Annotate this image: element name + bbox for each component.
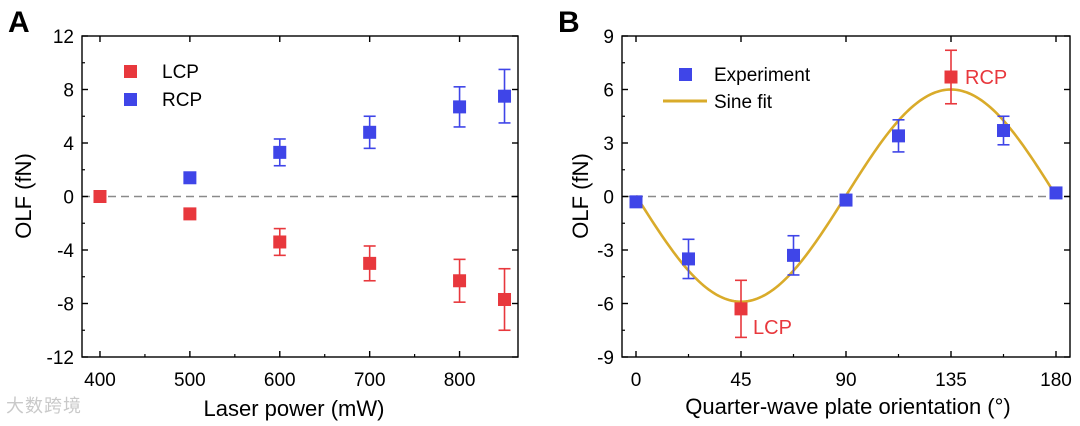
data-point <box>363 125 377 139</box>
data-point <box>498 292 512 306</box>
x-tick-label: 700 <box>354 370 386 391</box>
data-point <box>183 171 197 185</box>
y-tick-label: 0 <box>63 188 74 209</box>
y-tick-label: -12 <box>47 348 74 369</box>
data-point <box>183 207 197 221</box>
y-tick-label: -8 <box>57 295 74 316</box>
y-tick-label: 0 <box>603 188 614 209</box>
panel-a: A 400 500 600 700 800 -12 -8 -4 0 4 8 12 LCP RCP L… <box>8 6 519 421</box>
data-point <box>944 70 958 84</box>
panel-a-data-points <box>93 68 512 332</box>
panel-b-y-axis-title: OLF (fN) <box>568 153 593 239</box>
y-tick-label: 3 <box>603 134 614 155</box>
panel-b-x-ticks: 0 45 90 135 180 <box>631 36 1072 391</box>
x-tick-label: 90 <box>835 370 856 391</box>
data-point <box>453 274 467 288</box>
x-tick-label: 600 <box>264 370 296 391</box>
y-tick-label: 9 <box>603 27 614 48</box>
data-point <box>839 193 853 207</box>
panel-a-y-axis-title: OLF (fN) <box>11 153 36 239</box>
panel-a-legend: LCP RCP <box>124 62 202 111</box>
data-point <box>997 124 1010 138</box>
x-tick-label: 180 <box>1040 370 1072 391</box>
legend-label-experiment: Experiment <box>714 65 811 86</box>
y-tick-label: 4 <box>63 134 74 155</box>
data-point <box>363 256 377 270</box>
legend-swatch-experiment <box>679 68 692 81</box>
data-point <box>892 129 905 143</box>
data-point <box>273 145 287 159</box>
legend-label-rcp: RCP <box>162 90 202 111</box>
x-tick-label: 45 <box>730 370 751 391</box>
panel-b: B 0 45 90 135 180 -9 -6 -3 0 3 6 9 Experiment Sine… <box>558 6 1072 419</box>
y-tick-label: -6 <box>597 295 614 316</box>
annotation-rcp: RCP <box>965 67 1007 89</box>
panel-a-x-axis-title: Laser power (mW) <box>204 396 385 421</box>
data-point <box>453 100 467 114</box>
data-point <box>629 195 643 209</box>
y-tick-label: -9 <box>597 348 614 369</box>
panel-a-letter: A <box>8 6 30 39</box>
x-tick-label: 400 <box>84 370 116 391</box>
y-tick-label: 8 <box>63 81 74 102</box>
panel-b-legend: Experiment Sine fit <box>663 65 811 113</box>
x-tick-label: 800 <box>444 370 476 391</box>
legend-swatch-rcp <box>124 93 137 106</box>
panel-b-letter: B <box>558 6 580 39</box>
data-point <box>93 190 107 203</box>
panel-b-x-axis-title: Quarter-wave plate orientation (°) <box>685 394 1011 419</box>
panel-a-y-ticks: -12 -8 -4 0 4 8 12 <box>47 27 518 369</box>
y-tick-label: 6 <box>603 81 614 102</box>
legend-label-sine-fit: Sine fit <box>714 92 773 113</box>
legend-swatch-lcp <box>124 65 137 78</box>
x-tick-label: 500 <box>174 370 206 391</box>
y-tick-label: -3 <box>597 241 614 262</box>
data-point <box>498 89 512 103</box>
x-tick-label: 135 <box>935 370 967 391</box>
panel-b-data-points <box>629 49 1063 339</box>
y-tick-label: -4 <box>57 241 74 262</box>
legend-label-lcp: LCP <box>162 62 199 83</box>
data-point <box>682 252 695 266</box>
data-point <box>787 248 800 262</box>
data-point <box>734 302 748 316</box>
watermark-text: 大数跨境 <box>6 396 82 417</box>
data-point <box>1049 186 1063 200</box>
annotation-lcp: LCP <box>753 317 792 339</box>
data-point <box>273 235 287 249</box>
panel-b-y-ticks: -9 -6 -3 0 3 6 9 <box>597 27 1070 369</box>
x-tick-label: 0 <box>631 370 642 391</box>
y-tick-label: 12 <box>53 27 74 48</box>
panel-a-x-ticks: 400 500 600 700 800 <box>84 36 475 391</box>
